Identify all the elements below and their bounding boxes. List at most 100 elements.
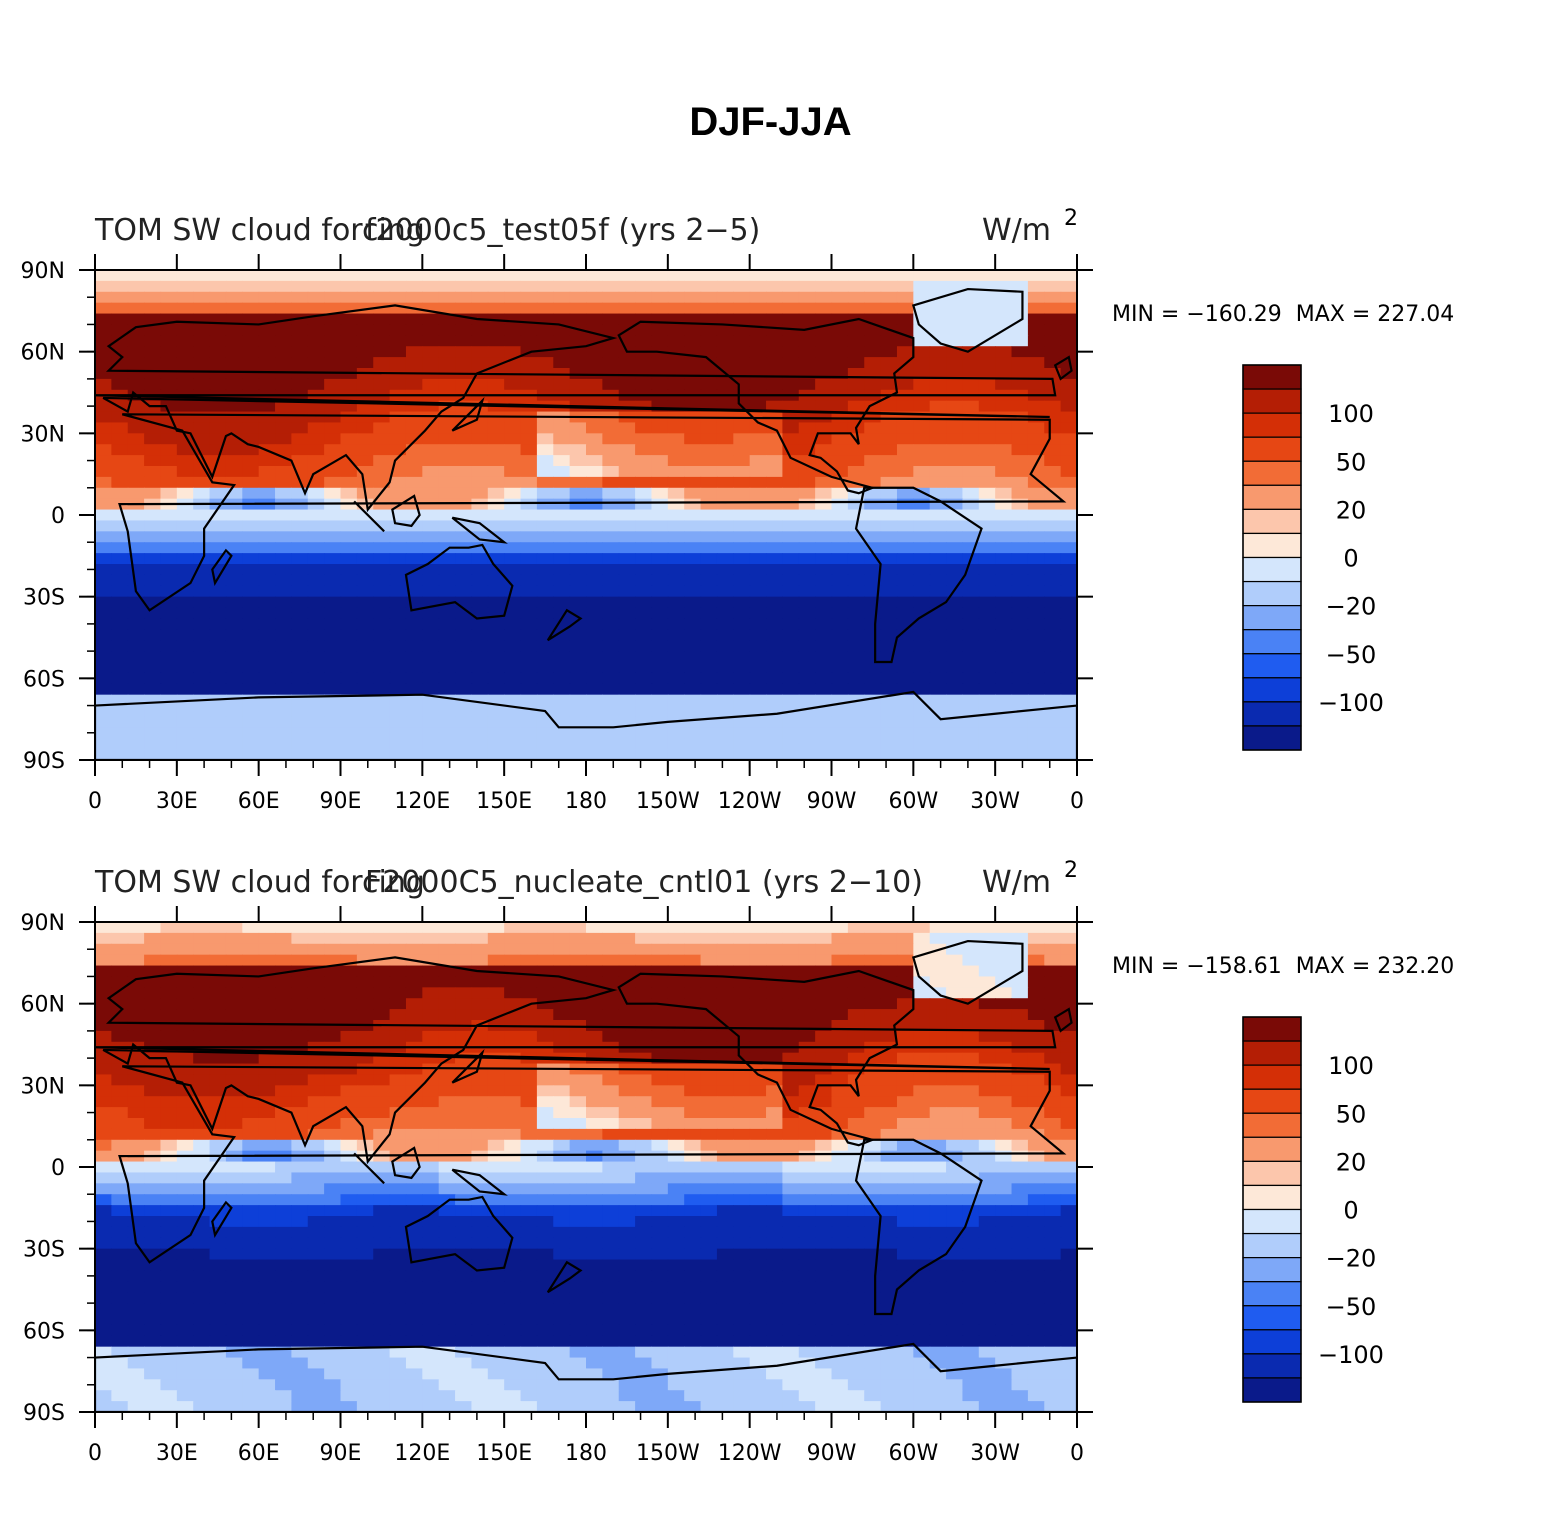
- field-cell: [635, 368, 653, 380]
- field-cell: [1044, 1063, 1062, 1076]
- field-cell: [242, 335, 260, 347]
- field-cell: [864, 585, 882, 598]
- field-cell: [422, 280, 440, 293]
- field-cell: [389, 411, 407, 424]
- field-cell: [144, 1161, 162, 1174]
- field-cell: [438, 1074, 456, 1086]
- field-cell: [553, 932, 571, 945]
- field-cell: [258, 564, 276, 576]
- field-cell: [929, 640, 947, 652]
- field-cell: [356, 553, 374, 565]
- field-cell: [111, 422, 129, 434]
- field-cell: [95, 629, 112, 641]
- field-cell: [700, 378, 718, 391]
- field-cell: [291, 1248, 309, 1261]
- field-cell: [340, 1183, 358, 1195]
- field-cell: [913, 378, 931, 391]
- field-cell: [684, 574, 702, 587]
- field-cell: [225, 1183, 243, 1195]
- field-cell: [242, 1303, 260, 1315]
- field-cell: [553, 1292, 571, 1304]
- field-cell: [193, 1118, 211, 1130]
- field-cell: [782, 585, 800, 598]
- field-cell: [242, 629, 260, 641]
- field-cell: [340, 1237, 358, 1250]
- field-cell: [815, 422, 833, 434]
- field-cell: [864, 422, 882, 434]
- field-cell: [946, 943, 964, 956]
- field-cell: [504, 716, 522, 728]
- field-cell: [487, 954, 505, 967]
- field-cell: [127, 932, 145, 945]
- field-cell: [127, 1074, 145, 1086]
- field-cell: [978, 738, 996, 750]
- field-cell: [1027, 943, 1045, 956]
- field-cell: [455, 1009, 473, 1021]
- field-cell: [487, 466, 505, 478]
- field-cell: [733, 716, 751, 728]
- field-cell: [831, 629, 849, 641]
- field-cell: [307, 368, 325, 380]
- field-cell: [340, 270, 358, 282]
- field-cell: [193, 542, 211, 554]
- field-cell: [782, 378, 800, 391]
- field-cell: [127, 607, 145, 620]
- field-cell: [1060, 1052, 1077, 1065]
- field-cell: [798, 574, 816, 587]
- field-cell: [618, 683, 636, 696]
- field-cell: [847, 1270, 865, 1282]
- field-cell: [733, 466, 751, 478]
- field-cell: [880, 1237, 898, 1250]
- field-cell: [586, 564, 603, 576]
- field-cell: [455, 922, 473, 934]
- field-cell: [225, 1030, 243, 1043]
- field-cell: [111, 324, 129, 336]
- field-cell: [1060, 1118, 1077, 1130]
- field-cell: [389, 738, 407, 750]
- field-cell: [847, 727, 865, 739]
- field-cell: [716, 542, 734, 554]
- field-cell: [700, 1107, 718, 1119]
- field-cell: [602, 1107, 620, 1119]
- field-cell: [651, 531, 669, 543]
- field-cell: [127, 1292, 145, 1304]
- field-cell: [749, 943, 767, 956]
- field-cell: [700, 987, 718, 999]
- field-cell: [962, 357, 980, 369]
- field-cell: [95, 651, 112, 663]
- field-cell: [275, 1281, 292, 1293]
- field-cell: [193, 705, 211, 718]
- field-cell: [160, 716, 178, 728]
- field-cell: [455, 476, 473, 489]
- field-cell: [847, 596, 865, 609]
- field-cell: [978, 1128, 996, 1141]
- field-cell: [225, 378, 243, 391]
- field-cell: [896, 291, 914, 304]
- field-cell: [586, 531, 603, 543]
- field-cell: [258, 1030, 276, 1043]
- field-cell: [684, 954, 702, 967]
- field-cell: [635, 1226, 653, 1239]
- field-cell: [651, 422, 669, 434]
- field-cell: [1044, 324, 1062, 336]
- field-cell: [651, 1085, 669, 1097]
- field-cell: [422, 1161, 440, 1174]
- field-cell: [438, 1063, 456, 1076]
- field-cell: [176, 542, 194, 554]
- field-cell: [176, 1030, 194, 1043]
- field-cell: [193, 346, 211, 358]
- field-cell: [782, 965, 800, 978]
- colorbar-frame: [1242, 364, 1302, 751]
- field-cell: [504, 1303, 522, 1315]
- field-cell: [405, 596, 423, 609]
- field-cell: [487, 433, 505, 445]
- field-cell: [913, 1063, 931, 1076]
- field-cell: [896, 1216, 914, 1228]
- field-cell: [684, 1270, 702, 1282]
- field-cell: [553, 727, 571, 739]
- field-cell: [160, 1194, 178, 1206]
- field-cell: [324, 466, 342, 478]
- field-cell: [602, 280, 620, 293]
- field-cell: [946, 1085, 964, 1097]
- field-cell: [405, 1281, 423, 1293]
